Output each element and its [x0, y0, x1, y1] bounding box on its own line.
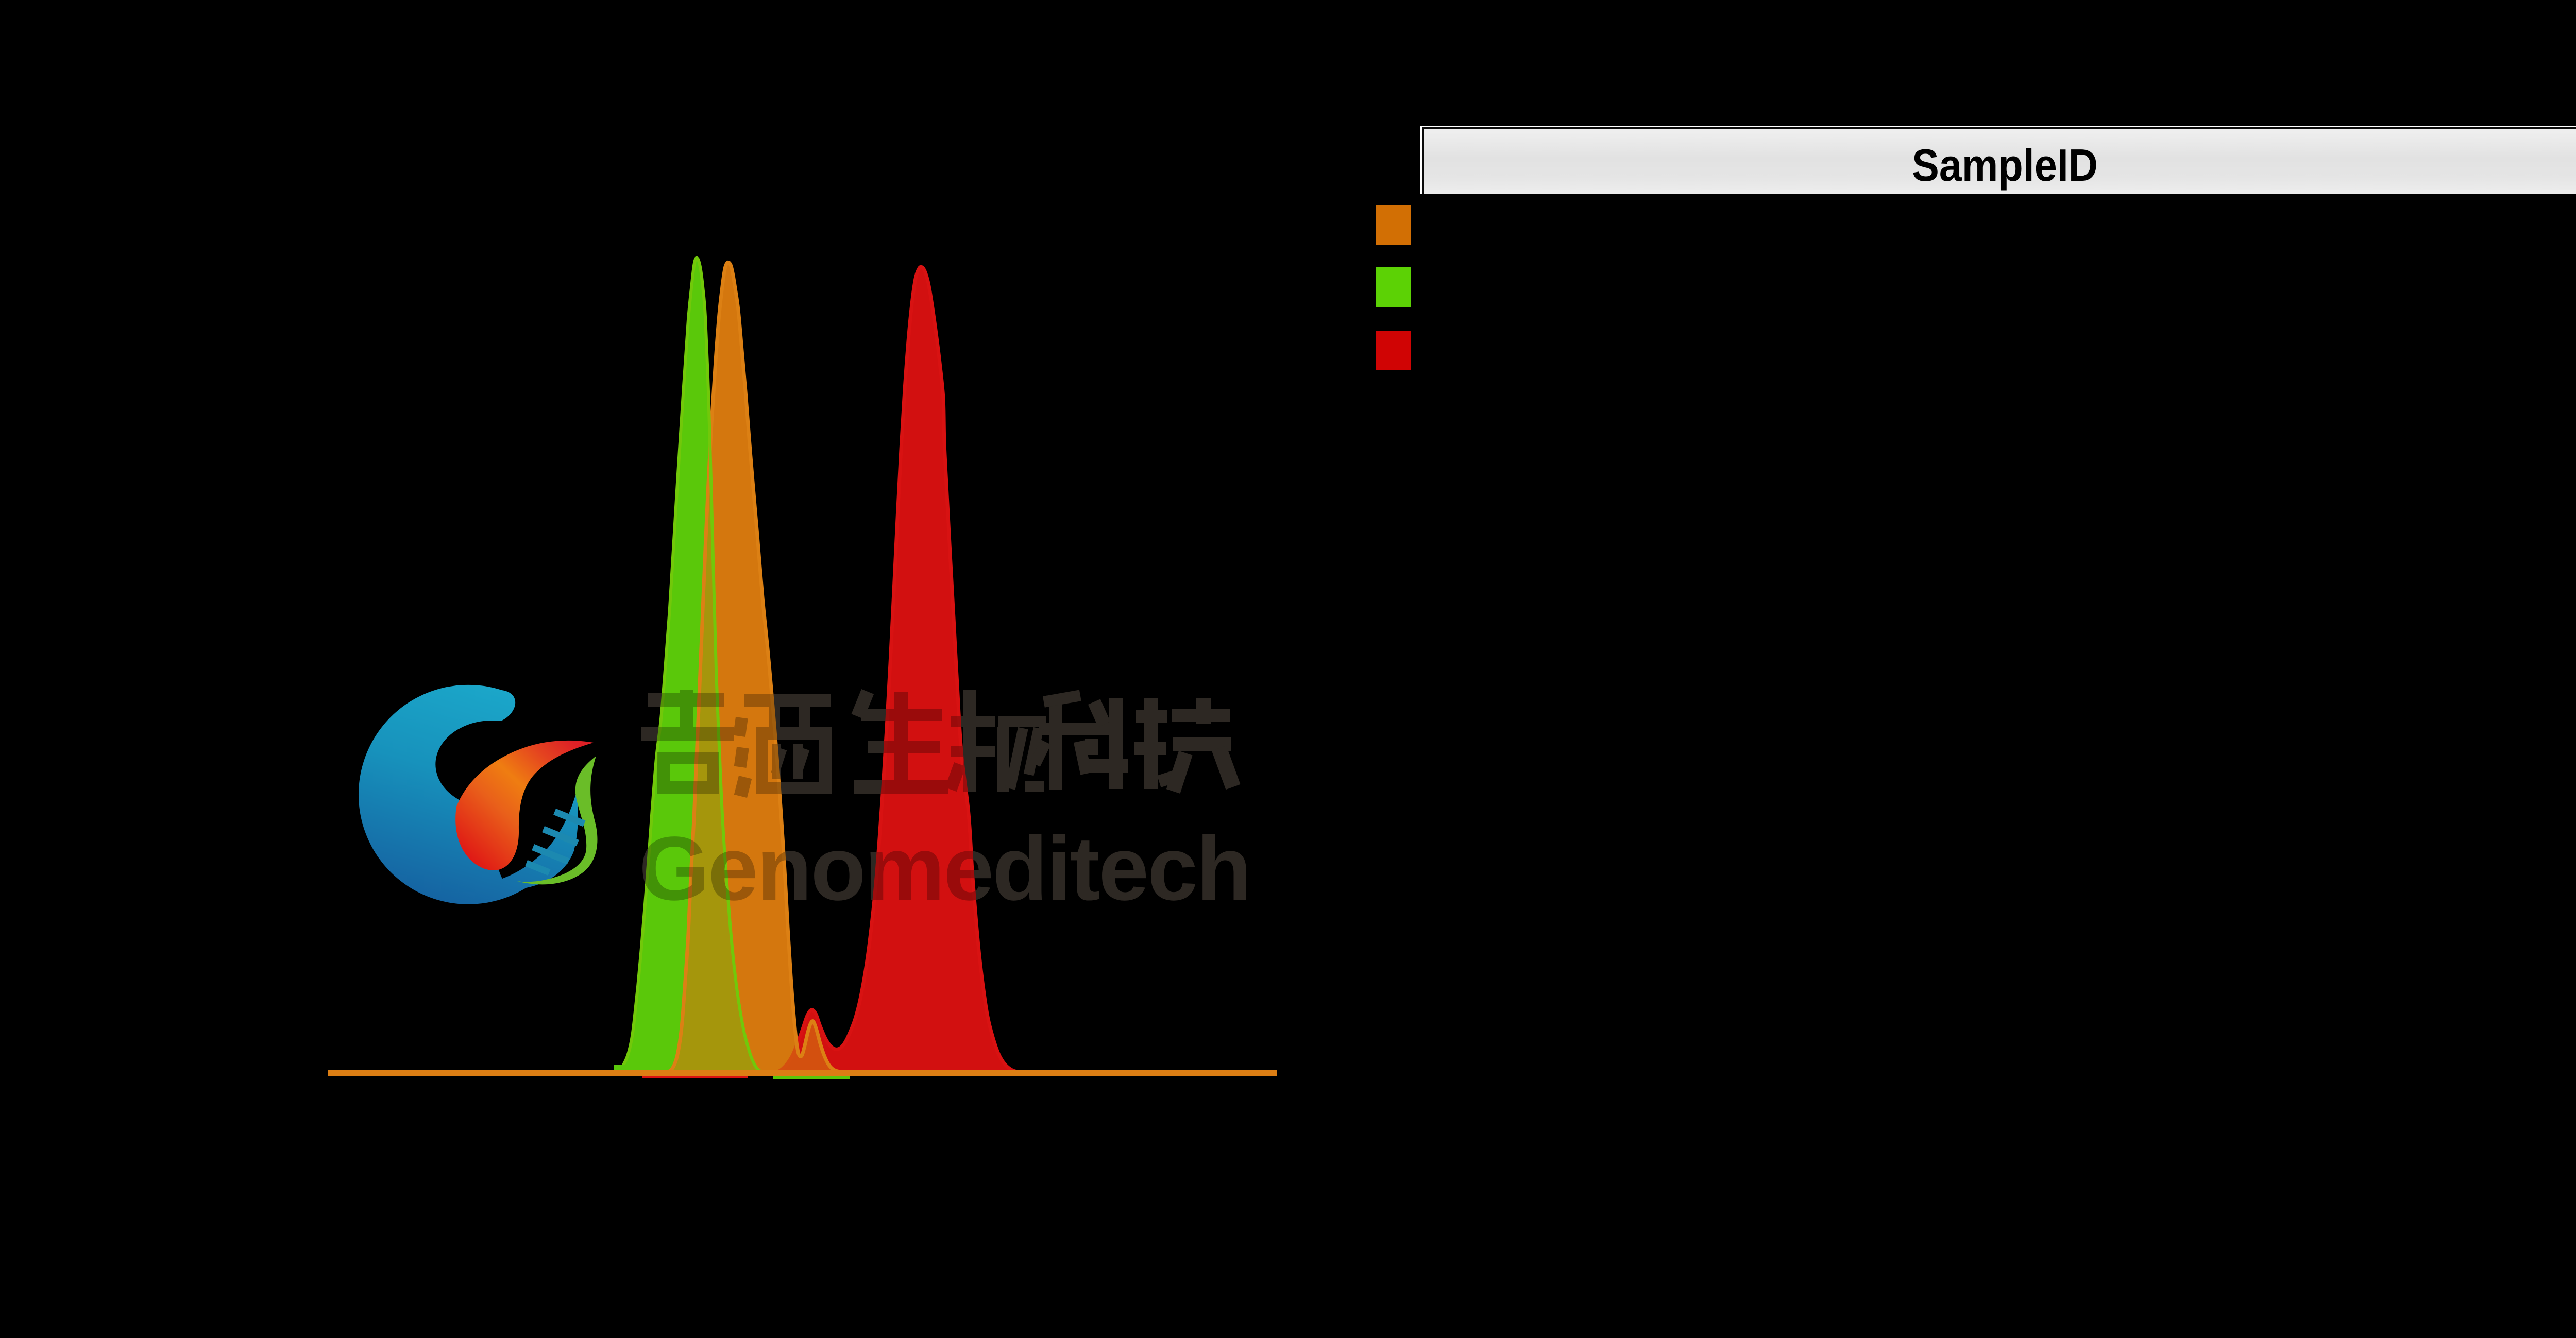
svg-text:Genomeditech: Genomeditech	[639, 818, 1250, 919]
